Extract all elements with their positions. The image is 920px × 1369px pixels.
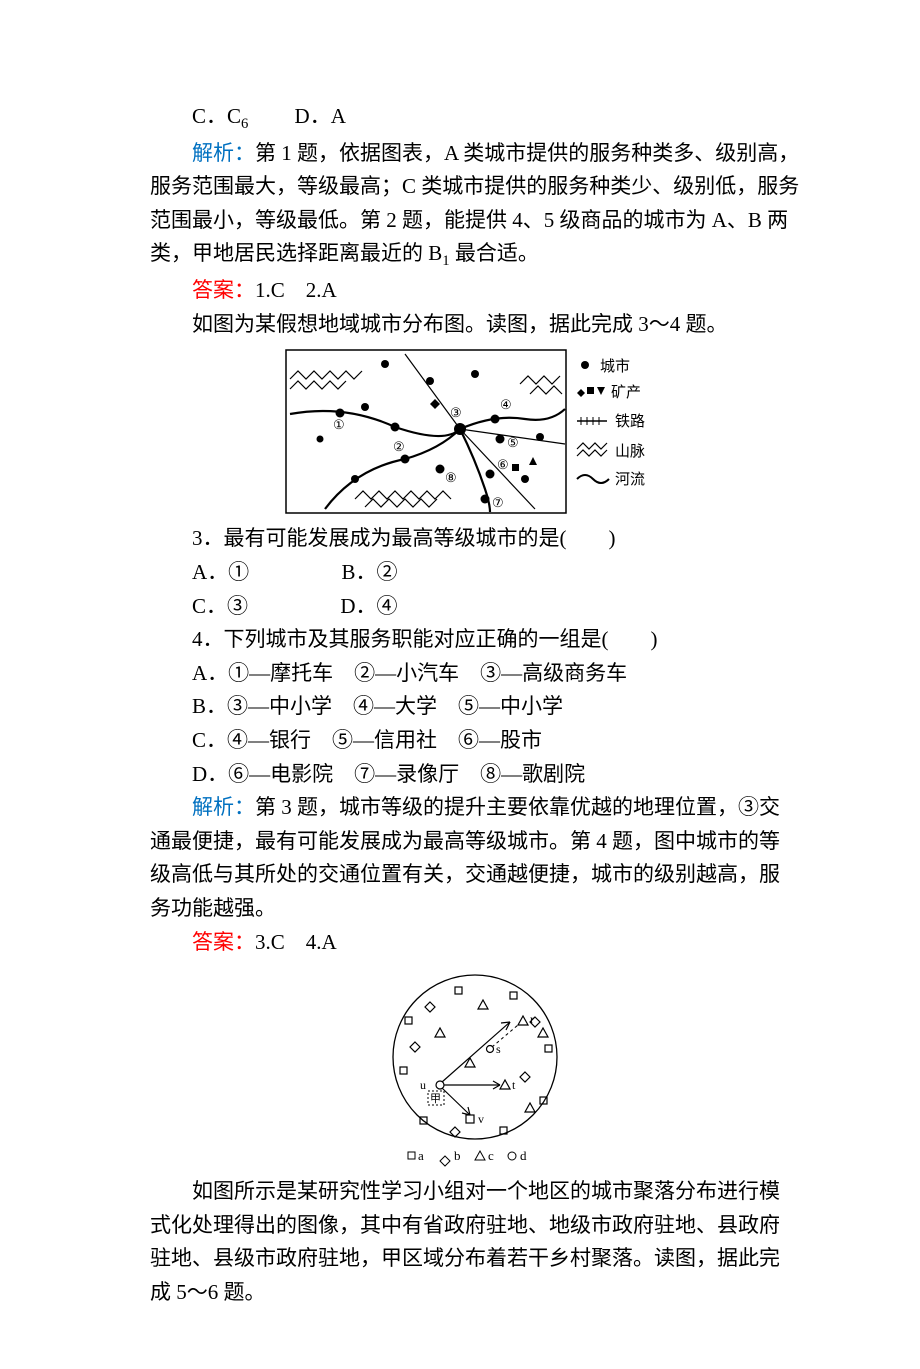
q4-opt-d: D．⑥—电影院 ⑦—录像厅 ⑧—歌剧院 xyxy=(150,758,800,792)
stem-5-6: 如图所示是某研究性学习小组对一个地区的城市聚落分布进行模式化处理得出的图像，其中… xyxy=(150,1175,800,1309)
q12-opt-c: C．C xyxy=(192,104,241,128)
q12-opt-d: D．A xyxy=(295,104,346,128)
svg-text:a: a xyxy=(418,1148,424,1163)
svg-text:②: ② xyxy=(393,439,405,454)
q12-answer: 答案：1.C 2.A xyxy=(150,274,800,308)
svg-text:u: u xyxy=(420,1078,426,1092)
q12-answer-text: 1.C 2.A xyxy=(255,278,337,302)
svg-text:⑧: ⑧ xyxy=(445,470,457,485)
svg-text:⑤: ⑤ xyxy=(507,435,519,450)
stem-3-4: 如图为某假想地域城市分布图。读图，据此完成 3～4 题。 xyxy=(150,308,800,342)
page-content: C．C6 D．A 解析：第 1 题，依据图表，A 类城市提供的服务种类多、级别高，… xyxy=(0,0,920,1369)
legend-railway: 铁路 xyxy=(615,413,645,430)
q12-explain-sub: 1 xyxy=(442,254,449,270)
q3-stem: 3．最有可能发展成为最高等级城市的是() xyxy=(150,522,800,556)
q12-options-line2: C．C6 D．A xyxy=(150,100,800,137)
q12-explanation: 解析：第 1 题，依据图表，A 类城市提供的服务种类多、级别高，服务范围最大，等… xyxy=(150,137,800,274)
q4-stem: 4．下列城市及其服务职能对应正确的一组是() xyxy=(150,623,800,657)
svg-text:s: s xyxy=(496,1042,501,1056)
q3-opt-c: C．③ xyxy=(192,594,248,618)
q3-opts-line1: A．① B．② xyxy=(150,556,800,590)
legend-city: 城市 xyxy=(600,358,630,375)
q3-stem-text: 3．最有可能发展成为最高等级城市的是( xyxy=(192,526,567,550)
q12-opt-c-sub: 6 xyxy=(241,116,248,132)
q12-explain-tail: 最合适。 xyxy=(450,241,539,265)
legend-mountain: 山脉 xyxy=(615,443,645,460)
legend-river: 河流 xyxy=(615,471,645,488)
answer-text-34: 3.C 4.A xyxy=(255,930,337,954)
q4-stem-text: 4．下列城市及其服务职能对应正确的一组是( xyxy=(192,627,609,651)
q4-opt-a: A．①—摩托车 ②—小汽车 ③—高级商务车 xyxy=(150,657,800,691)
svg-text:v: v xyxy=(478,1112,484,1126)
explain-3-4: 解析：第 3 题，城市等级的提升主要依靠优越的地理位置，③交通最便捷，最有可能发… xyxy=(150,791,800,925)
svg-text:⑦: ⑦ xyxy=(492,495,504,510)
q3-opts-line2: C．③ D．④ xyxy=(150,590,800,624)
answer-3-4: 答案：3.C 4.A xyxy=(150,926,800,960)
figure-settlement-model: u 甲 s r t v xyxy=(360,967,590,1167)
answer-label: 答案： xyxy=(192,278,255,302)
q3-opt-a: A．① xyxy=(192,560,249,584)
q3-opt-d: D．④ xyxy=(340,594,397,618)
q4-opt-c: C．④—银行 ⑤—信用社 ⑥—股市 xyxy=(150,724,800,758)
q3-opt-b: B．② xyxy=(342,560,398,584)
q4-opt-b: B．③—中小学 ④—大学 ⑤—中小学 xyxy=(150,690,800,724)
explain-label-34: 解析： xyxy=(192,795,255,819)
svg-text:d: d xyxy=(520,1148,527,1163)
figure-city-distribution: ① ③ ④ ⑤ ② ⑧ ⑥ ⑦ 城市 xyxy=(285,349,665,514)
explain-label: 解析： xyxy=(192,141,255,165)
svg-text:b: b xyxy=(454,1148,461,1163)
legend-mineral: 矿产 xyxy=(611,384,641,401)
svg-text:③: ③ xyxy=(450,405,462,420)
svg-text:甲: 甲 xyxy=(430,1093,441,1105)
svg-text:④: ④ xyxy=(500,397,512,412)
svg-text:①: ① xyxy=(333,417,345,432)
answer-label-34: 答案： xyxy=(192,930,255,954)
svg-text:c: c xyxy=(488,1148,494,1163)
svg-text:⑥: ⑥ xyxy=(497,457,509,472)
